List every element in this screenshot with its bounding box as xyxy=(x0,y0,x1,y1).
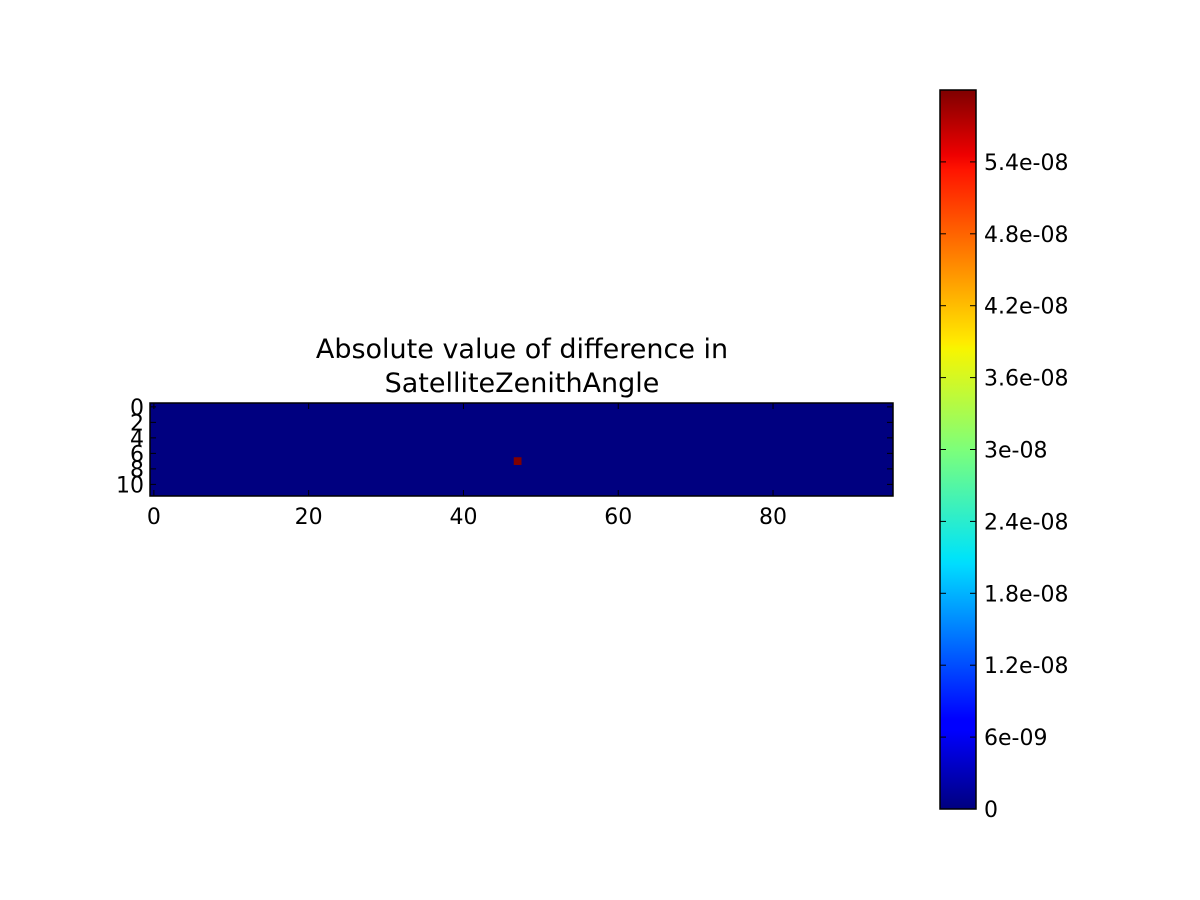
x-axis-ticks: 0 20 40 60 80 xyxy=(147,403,787,530)
y-tick-label: 10 xyxy=(116,473,144,498)
heatmap-cell-0 xyxy=(513,457,522,465)
colorbar-tick-label: 4.2e-08 xyxy=(984,295,1068,320)
colorbar-tick-label: 1.8e-08 xyxy=(984,582,1068,607)
y-tick-label: 8 xyxy=(130,458,144,483)
y-tick-label: 4 xyxy=(130,427,144,452)
heatmap-cells xyxy=(513,457,522,465)
x-tick-label: 20 xyxy=(295,505,323,530)
colorbar-tick-label: 2.4e-08 xyxy=(984,510,1068,535)
y-tick-label: 0 xyxy=(130,396,144,421)
y-tick-label: 6 xyxy=(130,442,144,467)
heatmap-frame xyxy=(149,402,894,497)
colorbar-tick-label: 6e-09 xyxy=(984,726,1047,751)
chart-title-line-1: Absolute value of difference in xyxy=(316,334,728,365)
colorbar-tick-label: 3e-08 xyxy=(984,439,1047,464)
x-tick-label: 60 xyxy=(604,505,632,530)
y-tick-label: 2 xyxy=(130,411,144,436)
colorbar-tick-label: 1.2e-08 xyxy=(984,654,1068,679)
heatmap-background xyxy=(150,403,893,496)
chart-title: Absolute value of difference in Satellit… xyxy=(316,334,728,399)
colorbar: 0 6e-09 1.2e-08 1.8e-08 2.4e-08 3e-08 3.6e-08 4… xyxy=(939,89,1068,823)
colorbar-tick-label: 0 xyxy=(984,798,998,823)
x-tick-label: 80 xyxy=(759,505,787,530)
colorbar-tick-label: 4.8e-08 xyxy=(984,223,1068,248)
chart-title-line-2: SatelliteZenithAngle xyxy=(385,368,660,399)
colorbar-tick-label: 5.4e-08 xyxy=(984,151,1068,176)
colorbar-tick-label: 3.6e-08 xyxy=(984,367,1068,392)
x-tick-label: 40 xyxy=(449,505,477,530)
colorbar-ticks: 0 6e-09 1.2e-08 1.8e-08 2.4e-08 3e-08 3.6e-08 4… xyxy=(940,151,1068,823)
x-tick-label: 0 xyxy=(147,505,161,530)
